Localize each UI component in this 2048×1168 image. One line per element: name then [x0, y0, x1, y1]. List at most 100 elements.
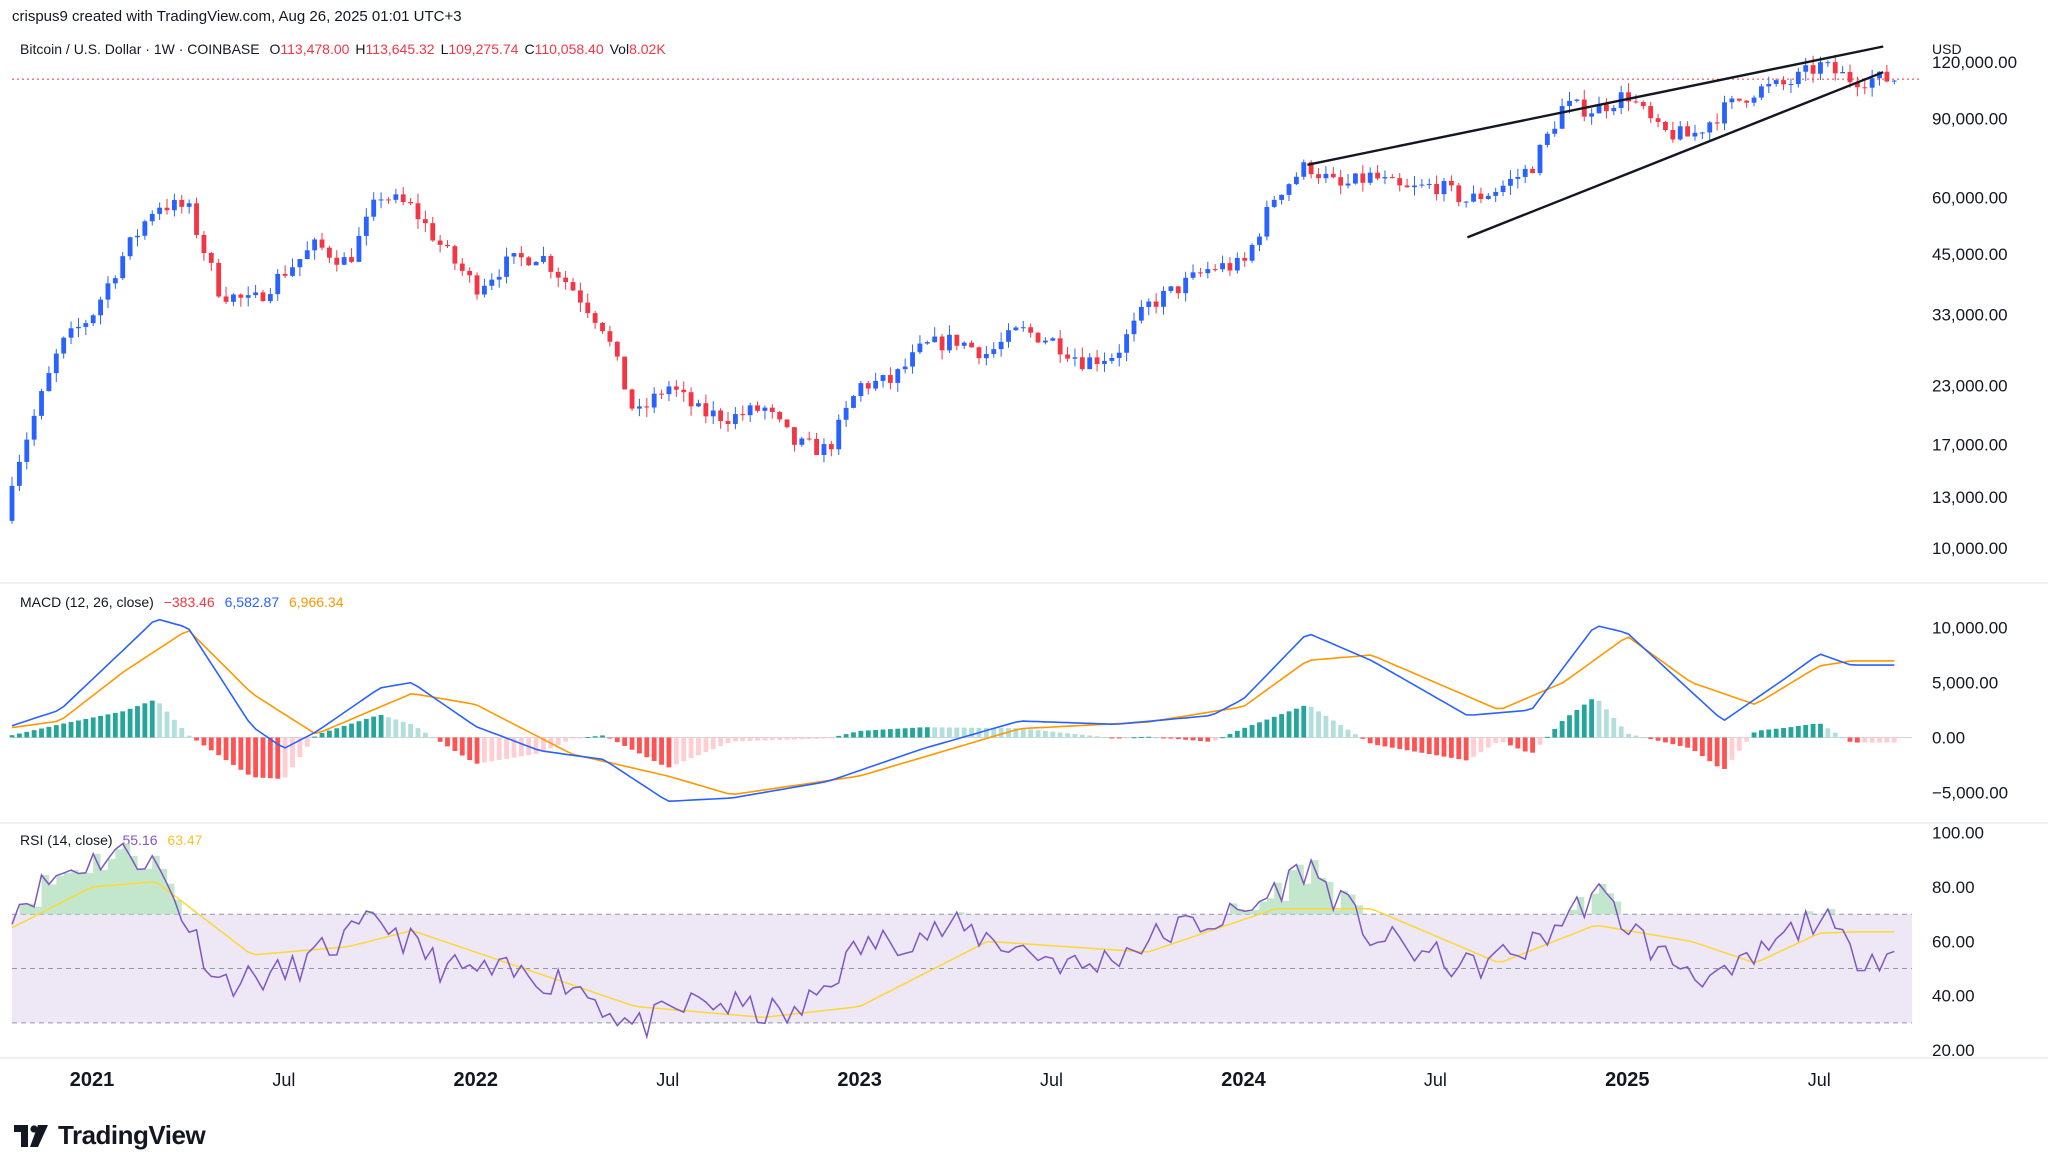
- candle: [1884, 64, 1890, 83]
- candle-body: [762, 407, 768, 411]
- candle: [1146, 298, 1152, 316]
- macd-histogram-bar: [1877, 737, 1882, 743]
- macd-histogram-bar: [1515, 737, 1521, 749]
- candle-body: [910, 352, 915, 367]
- candle: [932, 327, 938, 343]
- candle-body: [703, 403, 709, 417]
- candle: [1220, 255, 1225, 273]
- macd-histogram-bar: [1116, 737, 1122, 739]
- candle: [895, 368, 901, 392]
- macd-histogram-bar: [1670, 737, 1676, 745]
- macd-histogram-bar: [821, 737, 827, 739]
- macd-histogram-bar: [142, 703, 148, 738]
- candle: [1397, 173, 1403, 192]
- candle-body: [1028, 327, 1034, 333]
- candle: [393, 188, 399, 204]
- candle-body: [1515, 176, 1521, 179]
- candle: [843, 401, 849, 427]
- price-axis-label: 33,000.00: [1932, 306, 2008, 325]
- candle: [1699, 131, 1705, 140]
- macd-histogram-bar: [902, 728, 908, 738]
- candle: [98, 296, 103, 325]
- candle-body: [1205, 269, 1211, 274]
- macd-histogram-bar: [201, 737, 207, 746]
- candle-body: [1293, 176, 1299, 185]
- chart-canvas[interactable]: 120,000.00 90,000.00 60,000.00 45,000.00 33,…: [0, 0, 2048, 1110]
- candle: [1028, 323, 1034, 338]
- candle-body: [1323, 173, 1329, 179]
- candle-body: [947, 334, 952, 351]
- candle: [304, 241, 310, 260]
- macd-histogram-bar: [1382, 737, 1388, 747]
- candle: [659, 389, 664, 400]
- candle-body: [430, 223, 436, 241]
- candle-body: [1552, 128, 1558, 134]
- macd-histogram-bar: [1589, 699, 1595, 738]
- candle-body: [1751, 97, 1757, 103]
- candle-body: [1404, 185, 1410, 188]
- candle-body: [304, 250, 310, 260]
- candle: [83, 319, 89, 336]
- candle: [1633, 94, 1639, 104]
- macd-histogram-bar: [378, 714, 384, 738]
- candle: [194, 197, 199, 239]
- macd-histogram-bar: [1338, 725, 1344, 738]
- candle-body: [1102, 360, 1107, 364]
- candle-body: [659, 393, 664, 395]
- macd-histogram-bar: [563, 737, 569, 742]
- candle: [703, 394, 709, 424]
- macd-histogram-bar: [1781, 727, 1786, 738]
- candle-body: [1781, 80, 1786, 85]
- macd-histogram-bar: [858, 730, 864, 738]
- candle: [1648, 101, 1654, 123]
- price-axis-label: 45,000.00: [1932, 245, 2008, 264]
- macd-histogram-bar: [1493, 737, 1499, 744]
- macd-histogram-bar: [489, 737, 495, 762]
- candle: [386, 197, 391, 204]
- candle-body: [917, 343, 923, 353]
- trendline-upper: [1307, 45, 1884, 166]
- macd-histogram-bar: [1264, 719, 1270, 738]
- macd-histogram-bar: [1640, 737, 1646, 739]
- candle: [1323, 166, 1329, 184]
- candle-body: [1463, 201, 1469, 203]
- candle-body: [969, 342, 975, 348]
- candle-body: [24, 439, 30, 462]
- candle: [1788, 78, 1794, 93]
- candle: [1249, 243, 1255, 263]
- candle: [769, 404, 775, 419]
- candle: [1707, 121, 1713, 141]
- candle-body: [1072, 357, 1078, 359]
- macd-histogram-bar: [1508, 737, 1513, 746]
- candle-body: [504, 256, 509, 277]
- candle-body: [696, 403, 701, 407]
- candle: [1013, 325, 1019, 331]
- candle: [1375, 165, 1380, 181]
- candle: [1434, 175, 1440, 201]
- candle: [814, 432, 819, 456]
- macd-histogram-bar: [334, 728, 340, 738]
- macd-histogram-bar: [1485, 737, 1491, 748]
- macd-histogram-bar: [1441, 737, 1447, 757]
- rsi-legend: RSI (14, close) 55.16 63.47: [20, 832, 208, 848]
- macd-histogram-bar: [349, 723, 354, 738]
- rsi-axis-label: 100.00: [1932, 824, 1984, 843]
- macd-histogram-bar: [238, 737, 244, 770]
- macd-histogram-bar: [1190, 737, 1196, 741]
- rsi-overbought-fill: [19, 843, 1836, 915]
- macd-histogram-bar: [1434, 737, 1440, 756]
- candle-body: [445, 244, 450, 247]
- candle-body: [614, 341, 620, 357]
- candle: [910, 344, 915, 374]
- candle-body: [688, 392, 694, 407]
- candle: [1175, 286, 1181, 299]
- macd-histogram-bar: [1293, 708, 1299, 738]
- macd-histogram-bar: [799, 737, 805, 740]
- tradingview-logo[interactable]: TradingView: [14, 1120, 206, 1151]
- candle-body: [1456, 185, 1462, 203]
- candle: [1124, 329, 1130, 362]
- candle-body: [1094, 357, 1100, 364]
- macd-histogram-bar: [1168, 737, 1174, 739]
- macd-histogram-bar: [769, 737, 775, 741]
- candle-body: [1116, 352, 1122, 358]
